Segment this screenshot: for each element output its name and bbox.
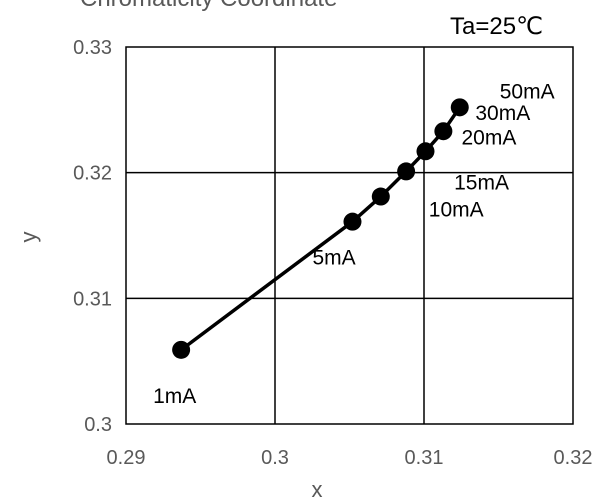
data-point	[397, 162, 416, 181]
axes: 0.29 0.3 0.31 0.32 0.3 0.31 0.32 0.33	[73, 37, 592, 469]
x-tick-label: 0.29	[107, 447, 146, 469]
y-axis-title: y	[16, 232, 41, 243]
x-tick-label: 0.3	[261, 447, 289, 469]
x-axis-title: x	[312, 477, 323, 501]
data-label: 30mA	[475, 102, 530, 125]
x-tick-label: 0.31	[405, 447, 444, 469]
y-tick-label: 0.31	[73, 288, 112, 310]
y-tick-label: 0.32	[73, 163, 112, 185]
data-point	[434, 122, 453, 141]
x-tick-label: 0.32	[554, 447, 593, 469]
series	[172, 98, 469, 359]
grid	[126, 47, 573, 424]
data-label: 20mA	[461, 126, 516, 149]
data-point	[172, 340, 191, 359]
data-point	[371, 187, 390, 206]
data-label: 50mA	[500, 80, 555, 103]
condition-label: Ta=25℃	[450, 13, 543, 40]
y-tick-label: 0.3	[84, 414, 112, 436]
chart-title: Chromaticity Coordinate	[80, 0, 337, 12]
series-line	[180, 106, 462, 352]
data-point	[416, 142, 435, 161]
data-label: 5mA	[312, 247, 355, 270]
data-label: 15mA	[454, 171, 509, 194]
data-point	[343, 212, 362, 231]
data-point	[450, 98, 469, 117]
plot-frame	[125, 46, 574, 425]
y-tick-label: 0.33	[73, 37, 112, 59]
data-label: 1mA	[153, 385, 196, 408]
data-label: 10mA	[429, 199, 484, 222]
